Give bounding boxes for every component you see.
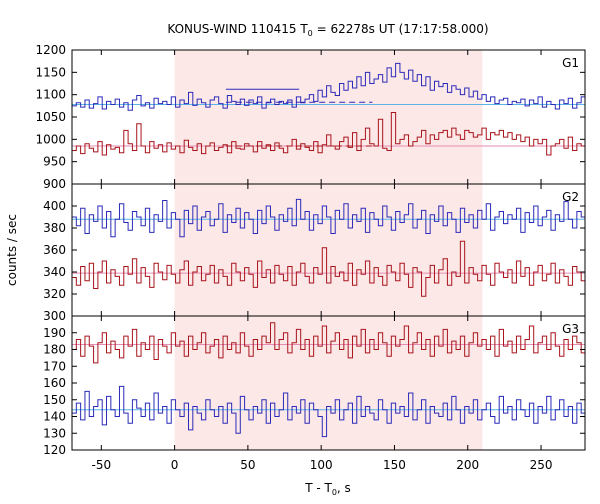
y-tick-label: 1050 bbox=[35, 110, 66, 124]
plot-layer: 90095010001050110011501200G1300320340360… bbox=[35, 43, 586, 472]
y-tick-label: 1200 bbox=[35, 43, 66, 57]
highlight-interval bbox=[174, 184, 483, 316]
y-tick-label: 320 bbox=[43, 287, 66, 301]
xlabel-sub: 0 bbox=[332, 488, 337, 497]
y-tick-label: 160 bbox=[43, 376, 66, 390]
y-axis-label: counts / sec bbox=[5, 214, 19, 286]
series-blue-histogram bbox=[72, 198, 585, 238]
title-main: KONUS-WIND 110415 T bbox=[167, 22, 308, 36]
x-tick-label: -50 bbox=[92, 458, 112, 472]
y-tick-label: 380 bbox=[43, 221, 66, 235]
y-tick-label: 170 bbox=[43, 359, 66, 373]
y-tick-label: 1100 bbox=[35, 88, 66, 102]
y-tick-label: 950 bbox=[43, 155, 66, 169]
y-tick-label: 400 bbox=[43, 199, 66, 213]
panel-label: G3 bbox=[562, 322, 579, 336]
x-tick-label: 0 bbox=[171, 458, 179, 472]
y-tick-label: 140 bbox=[43, 410, 66, 424]
x-tick-label: 200 bbox=[456, 458, 479, 472]
x-tick-label: 150 bbox=[383, 458, 406, 472]
y-tick-label: 190 bbox=[43, 326, 66, 340]
panel-label: G2 bbox=[562, 190, 579, 204]
x-axis-label: T - T0, s bbox=[304, 481, 351, 497]
panel-label: G1 bbox=[562, 56, 579, 70]
x-tick-label: 50 bbox=[240, 458, 255, 472]
x-tick-label: 250 bbox=[530, 458, 553, 472]
y-tick-label: 1000 bbox=[35, 132, 66, 146]
chart-title: KONUS-WIND 110415 T0 = 62278s UT (17:17:… bbox=[167, 22, 488, 38]
y-tick-label: 130 bbox=[43, 426, 66, 440]
series-blue-histogram bbox=[72, 385, 585, 438]
highlight-interval bbox=[174, 316, 483, 450]
series-blue-histogram bbox=[72, 62, 585, 111]
panel-data bbox=[72, 198, 585, 297]
title-sub: 0 bbox=[308, 29, 313, 38]
title-rest: = 62278s UT (17:17:58.000) bbox=[313, 22, 489, 36]
series-red-histogram bbox=[72, 322, 585, 364]
panel-g2: 300 320 340 360 380 400 G2 bbox=[43, 183, 586, 323]
panel-g1: 900 950 1000 1050 1100 1150 1200 G1 bbox=[35, 43, 586, 191]
xlabel-main: T - T bbox=[304, 481, 332, 495]
series-red-histogram bbox=[72, 112, 585, 156]
x-tick-label: 100 bbox=[310, 458, 333, 472]
y-tick-label: 300 bbox=[43, 309, 66, 323]
xlabel-rest: , s bbox=[337, 481, 351, 495]
panel-data bbox=[72, 322, 585, 438]
series-red-histogram bbox=[72, 240, 585, 297]
panel-data bbox=[72, 62, 585, 156]
y-tick-label: 360 bbox=[43, 243, 66, 257]
y-tick-label: 340 bbox=[43, 265, 66, 279]
highlight-interval bbox=[174, 50, 483, 184]
y-tick-label: 1150 bbox=[35, 65, 66, 79]
y-tick-label: 900 bbox=[43, 177, 66, 191]
panel-g3: 120 130 140 150 160 170 180 190 G3 bbox=[43, 315, 586, 457]
y-tick-label: 180 bbox=[43, 343, 66, 357]
y-tick-label: 150 bbox=[43, 393, 66, 407]
y-tick-label: 120 bbox=[43, 443, 66, 457]
